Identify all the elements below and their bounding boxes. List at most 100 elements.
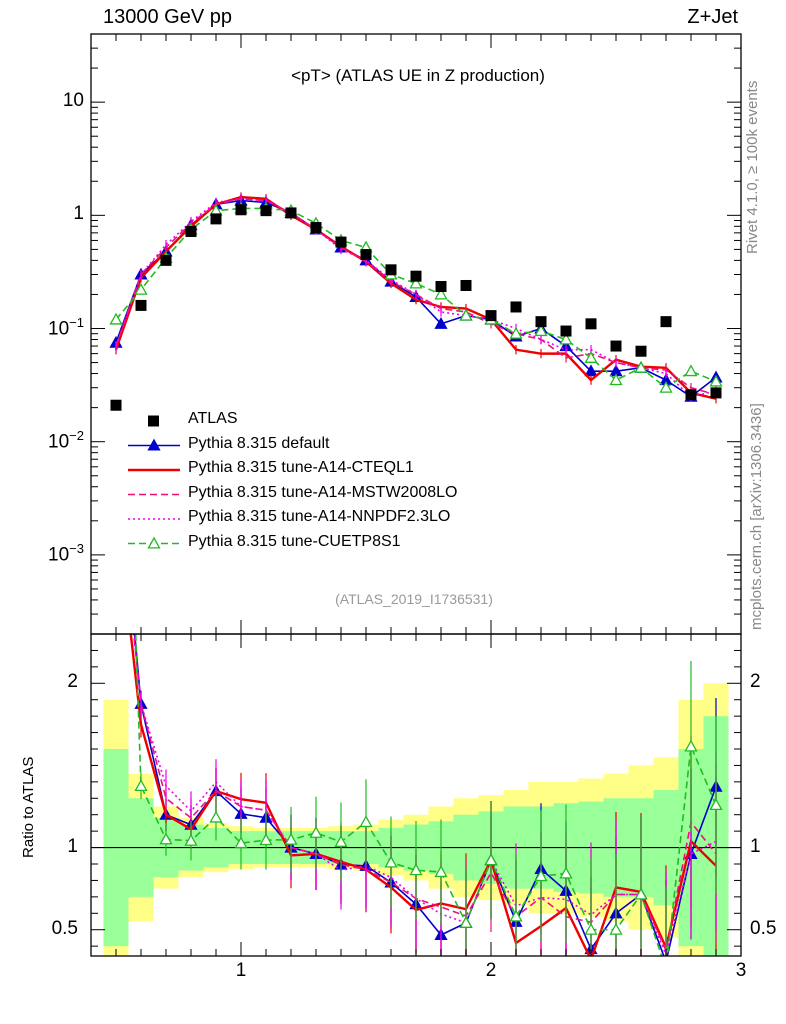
ratio-point-cuetp bbox=[159, 832, 173, 845]
data-point-atlas bbox=[610, 340, 622, 352]
y-tick-label-pow: 10−3 bbox=[48, 541, 84, 566]
data-point-atlas bbox=[235, 204, 247, 216]
ratio-y-tick-label-right: 0.5 bbox=[750, 917, 777, 939]
ratio-point-cuetp bbox=[634, 887, 648, 900]
y-tick-label-1: 1 bbox=[73, 203, 84, 225]
point-cuetp bbox=[634, 360, 648, 373]
point-default bbox=[434, 316, 448, 329]
x-tick-label: 3 bbox=[735, 960, 747, 981]
beam-energy-label: 13000 GeV pp bbox=[103, 6, 232, 28]
data-point-atlas bbox=[485, 310, 497, 322]
ratio-point-cuetp bbox=[661, 964, 672, 974]
x-tick-label: 1 bbox=[235, 960, 247, 981]
ratio-y-tick-label-left: 2 bbox=[67, 671, 78, 693]
y-tick-exponent: −3 bbox=[69, 540, 84, 556]
ratio-y-axis-label: Ratio to ATLAS bbox=[20, 756, 37, 858]
ratio-point-cuetp bbox=[234, 836, 248, 849]
y-tick-base: 10 bbox=[48, 317, 70, 339]
legend bbox=[128, 415, 180, 549]
ratio-y-tick-label-right: 2 bbox=[750, 671, 761, 693]
legend-marker-cuetp bbox=[147, 536, 161, 549]
ratio-point-cuetp bbox=[484, 853, 498, 866]
data-point-atlas bbox=[635, 345, 647, 357]
data-point-atlas bbox=[260, 205, 272, 217]
ratio-point-cuetp bbox=[334, 835, 348, 847]
ratio-point-cuetp bbox=[534, 869, 548, 882]
point-cuetp bbox=[709, 374, 723, 387]
data-point-atlas bbox=[535, 316, 547, 328]
ratio-point-cuetp bbox=[559, 866, 573, 879]
legend-marker-default bbox=[147, 438, 161, 451]
y-tick-label-pow: 10−2 bbox=[48, 428, 84, 453]
process-label: Z+Jet bbox=[687, 6, 738, 28]
legend-label-data: ATLAS bbox=[188, 410, 238, 427]
ratio-y-tick-label-left: 0.5 bbox=[51, 917, 78, 939]
legend-label-nnpdf: Pythia 8.315 tune-A14-NNPDF2.3LO bbox=[188, 508, 451, 525]
point-cuetp bbox=[684, 364, 698, 377]
data-point-atlas bbox=[160, 254, 172, 266]
ratio-point-cuetp bbox=[384, 855, 398, 868]
ratio-point-cuetp bbox=[209, 810, 223, 823]
ratio-point-cuetp bbox=[184, 833, 198, 846]
data-point-atlas bbox=[135, 299, 147, 311]
data-point-atlas bbox=[585, 318, 597, 330]
x-tick-label: 2 bbox=[485, 960, 497, 981]
ratio-point-cuetp bbox=[409, 863, 423, 876]
point-cuetp bbox=[509, 326, 523, 339]
y-tick-base: 10 bbox=[48, 431, 70, 453]
point-cuetp bbox=[584, 351, 598, 363]
main-panel-series bbox=[109, 192, 723, 411]
y-tick-label-pow: 10−1 bbox=[48, 315, 84, 340]
data-point-atlas bbox=[560, 325, 572, 337]
ratio-point-cuetp bbox=[459, 916, 473, 928]
analysis-id: (ATLAS_2019_I1736531) bbox=[335, 591, 493, 607]
ratio-y-tick-label-left: 1 bbox=[67, 835, 78, 857]
ratio-point-default bbox=[665, 955, 667, 956]
rivet-version-label: Rivet 4.1.0, ≥ 100k events bbox=[744, 80, 761, 254]
ratio-point-cuetp bbox=[509, 909, 523, 922]
point-cuetp bbox=[559, 332, 573, 345]
ratio-point-cuetp bbox=[684, 739, 698, 752]
legend-label-cuetp: Pythia 8.315 tune-CUETP8S1 bbox=[188, 532, 401, 550]
chart-title: <pT> (ATLAS UE in Z production) bbox=[291, 66, 545, 85]
data-point-atlas bbox=[385, 264, 397, 276]
ratio-point-cuetp bbox=[609, 922, 623, 935]
data-point-atlas bbox=[710, 387, 722, 399]
ratio-point-cuetp bbox=[434, 865, 448, 878]
data-point-atlas bbox=[110, 399, 122, 411]
ratio-point-default bbox=[111, 420, 122, 430]
ratio-point-cuetp bbox=[584, 922, 598, 935]
ratio-point-cuetp bbox=[309, 825, 323, 838]
data-point-atlas bbox=[360, 249, 372, 261]
point-cuetp bbox=[109, 312, 123, 325]
point-cuetp bbox=[534, 324, 548, 337]
ratio-point-cuetp bbox=[359, 815, 373, 828]
point-cuetp bbox=[409, 276, 423, 289]
mcplots-label: mcplots.cern.ch [arXiv:1306.3436] bbox=[748, 403, 765, 630]
y-tick-exponent: −2 bbox=[69, 427, 84, 443]
data-point-atlas bbox=[185, 225, 197, 237]
data-point-atlas bbox=[460, 279, 472, 291]
point-cuetp bbox=[434, 287, 448, 300]
data-point-atlas bbox=[210, 213, 222, 225]
legend-marker-atlas bbox=[148, 415, 159, 427]
data-point-atlas bbox=[660, 316, 672, 328]
legend-label-default: Pythia 8.315 default bbox=[188, 434, 330, 452]
ratio-point-cuetp bbox=[259, 833, 273, 846]
ratio-point-cuetp bbox=[709, 798, 723, 811]
point-cuetp bbox=[459, 308, 473, 321]
data-point-atlas bbox=[685, 389, 697, 401]
ratio-point-cuetp bbox=[134, 779, 148, 792]
data-point-atlas bbox=[410, 270, 422, 282]
ratio-point-cuetp bbox=[284, 832, 298, 845]
data-point-atlas bbox=[335, 236, 347, 248]
legend-label-cteql1: Pythia 8.315 tune-A14-CTEQL1 bbox=[188, 459, 414, 476]
data-point-atlas bbox=[285, 207, 297, 219]
y-tick-label-10: 10 bbox=[62, 90, 84, 112]
y-tick-exponent: −1 bbox=[69, 314, 84, 330]
legend-label-mstw: Pythia 8.315 tune-A14-MSTW2008LO bbox=[188, 483, 458, 501]
data-point-atlas bbox=[435, 281, 447, 293]
data-point-atlas bbox=[510, 301, 522, 313]
ratio-panel-series bbox=[91, 420, 741, 974]
